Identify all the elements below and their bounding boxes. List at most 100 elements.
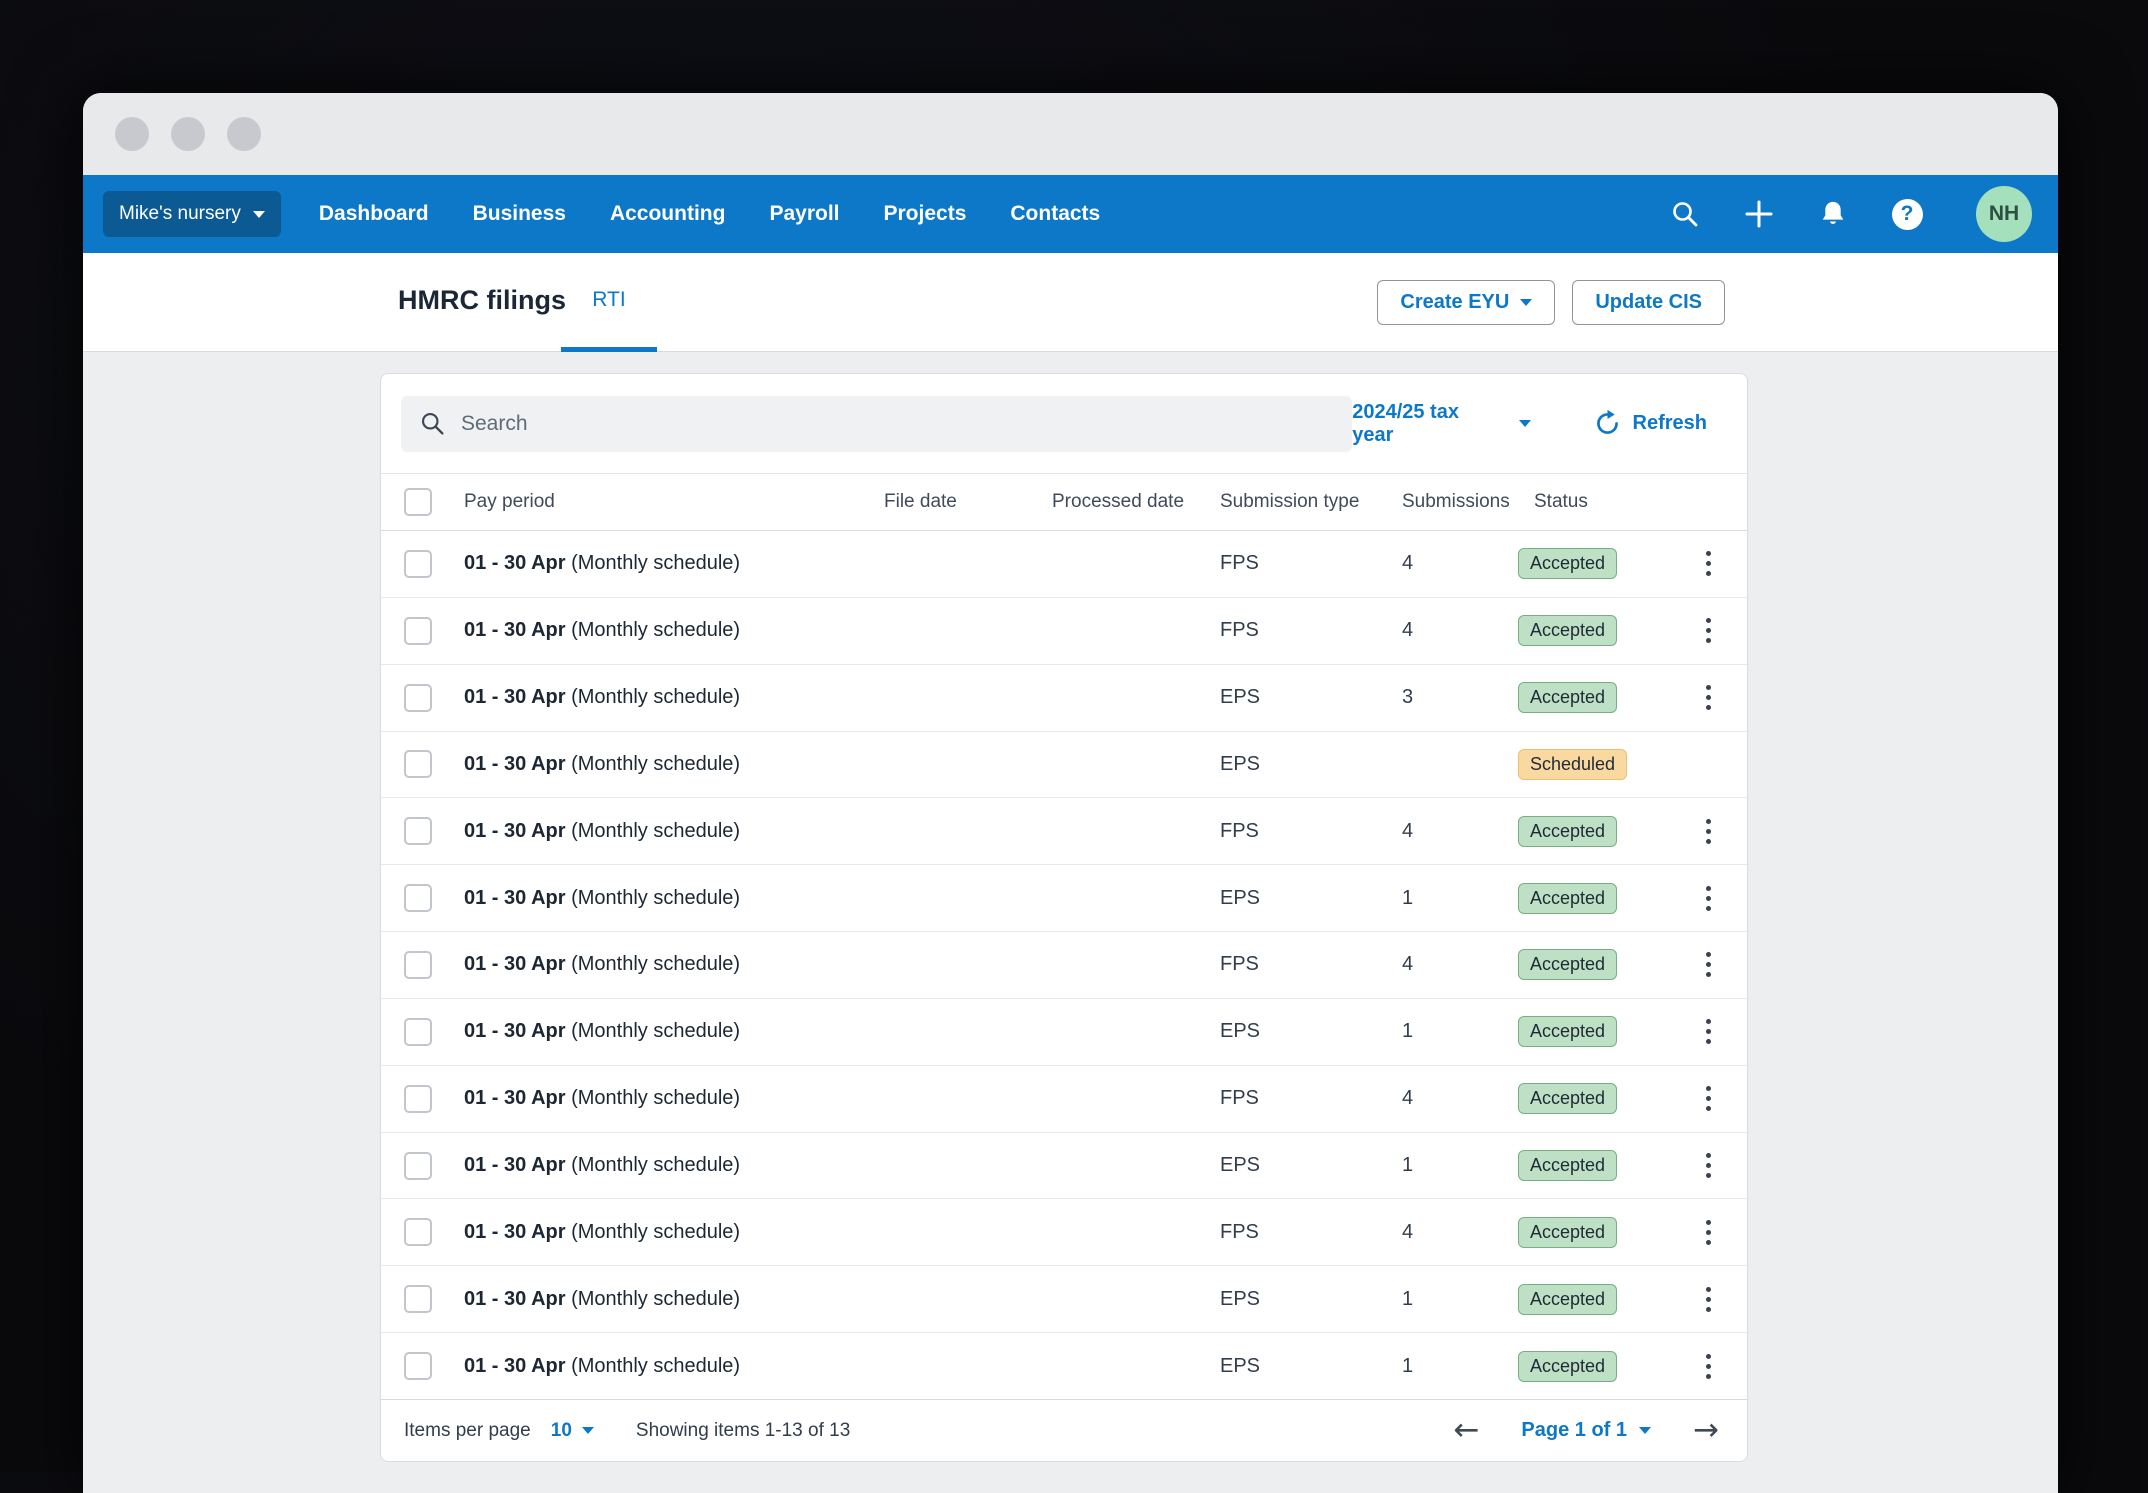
page-title: HMRC filings [398,285,566,315]
table-row: 01 - 30 Apr (Monthly schedule) EPS 1 Acc… [381,1332,1747,1399]
nav-item-payroll[interactable]: Payroll [769,202,840,225]
row-menu-button[interactable] [1699,1080,1717,1117]
nav-item-dashboard[interactable]: Dashboard [318,202,429,225]
pay-period-cell[interactable]: 01 - 30 Apr (Monthly schedule) [464,886,741,909]
window-minimize-button[interactable] [171,117,205,151]
row-checkbox[interactable] [404,1218,432,1247]
org-switcher-button[interactable]: Mike's nursery [103,191,281,237]
row-menu-button[interactable] [1699,679,1717,716]
row-menu-button[interactable] [1699,946,1717,983]
row-checkbox[interactable] [404,1285,432,1314]
submission-type-cell: EPS [1220,1354,1261,1377]
pay-period-cell[interactable]: 01 - 30 Apr (Monthly schedule) [464,752,741,775]
row-checkbox[interactable] [404,1352,432,1381]
nav-item-accounting[interactable]: Accounting [609,202,726,225]
table-row: 01 - 30 Apr (Monthly schedule) EPS 1 Acc… [381,997,1747,1065]
row-menu-button[interactable] [1699,612,1717,649]
pay-period-cell[interactable]: 01 - 30 Apr (Monthly schedule) [464,953,741,976]
pay-period-cell[interactable]: 01 - 30 Apr (Monthly schedule) [464,819,741,842]
search-input[interactable]: Search [401,395,1353,452]
status-badge: Accepted [1518,1150,1618,1182]
row-checkbox[interactable] [404,616,432,645]
status-badge: Accepted [1518,1016,1618,1048]
pay-period-cell[interactable]: 01 - 30 Apr (Monthly schedule) [464,619,741,642]
submission-type-cell: FPS [1220,619,1259,642]
notifications-icon[interactable] [1816,197,1850,231]
table-row: 01 - 30 Apr (Monthly schedule) FPS 4 Acc… [381,1064,1747,1132]
chevron-down-icon [252,210,265,218]
row-checkbox[interactable] [404,884,432,913]
row-menu-button[interactable] [1699,545,1717,582]
search-placeholder: Search [461,411,528,435]
nav-item-business[interactable]: Business [472,202,566,225]
table-toolbar: Search 2024/25 tax year Refresh [381,374,1747,474]
submission-type-cell: EPS [1220,686,1261,709]
nav-item-projects[interactable]: Projects [883,202,967,225]
table-row: 01 - 30 Apr (Monthly schedule) FPS 4 Acc… [381,931,1747,998]
help-icon[interactable]: ? [1890,197,1924,231]
next-page-button[interactable]: → [1693,1412,1719,1448]
row-checkbox[interactable] [404,549,432,578]
row-menu-button[interactable] [1699,1348,1717,1385]
row-menu-button[interactable] [1699,1147,1717,1184]
items-per-page-select[interactable]: 10 [551,1420,594,1442]
row-menu-button[interactable] [1699,1214,1717,1251]
nav-item-contacts[interactable]: Contacts [1010,202,1101,225]
tab-rti[interactable]: RTI [561,253,657,352]
col-submissions: Submissions [1402,491,1510,512]
row-menu-button[interactable] [1699,880,1717,917]
col-pay-period: Pay period [464,491,555,512]
submissions-cell: 1 [1402,1020,1414,1043]
pay-period-cell[interactable]: 01 - 30 Apr (Monthly schedule) [464,1087,741,1110]
row-checkbox[interactable] [404,817,432,846]
row-checkbox[interactable] [404,1017,432,1046]
submission-type-cell: EPS [1220,1020,1261,1043]
row-checkbox[interactable] [404,950,432,979]
window-close-button[interactable] [115,117,149,151]
table-row: 01 - 30 Apr (Monthly schedule) EPS 1 Acc… [381,1131,1747,1199]
pay-period-cell[interactable]: 01 - 30 Apr (Monthly schedule) [464,1020,741,1043]
row-checkbox[interactable] [404,1084,432,1113]
status-badge: Accepted [1518,815,1618,847]
status-badge: Accepted [1518,1350,1618,1382]
avatar[interactable]: NH [1976,186,2032,242]
window-zoom-button[interactable] [227,117,261,151]
select-all-checkbox[interactable] [404,488,432,516]
row-checkbox[interactable] [404,683,432,712]
page-content: Search 2024/25 tax year Refresh Pay peri… [83,352,2058,1493]
submission-type-cell: FPS [1220,1220,1259,1243]
table-body: 01 - 30 Apr (Monthly schedule) FPS 4 Acc… [381,531,1747,1399]
pay-period-cell[interactable]: 01 - 30 Apr (Monthly schedule) [464,1354,741,1377]
submission-type-cell: FPS [1220,819,1259,842]
submissions-cell: 4 [1402,1087,1414,1110]
chevron-down-icon [1520,299,1533,306]
pay-period-cell[interactable]: 01 - 30 Apr (Monthly schedule) [464,552,741,575]
pay-period-cell[interactable]: 01 - 30 Apr (Monthly schedule) [464,686,741,709]
row-checkbox[interactable] [404,1151,432,1180]
row-menu-button[interactable] [1699,813,1717,850]
tax-year-select[interactable]: 2024/25 tax year [1352,401,1531,447]
pay-period-cell[interactable]: 01 - 30 Apr (Monthly schedule) [464,1154,741,1177]
update-cis-button[interactable]: Update CIS [1572,280,1725,325]
status-badge: Accepted [1518,1216,1618,1248]
table-row: 01 - 30 Apr (Monthly schedule) FPS 4 Acc… [381,797,1747,864]
previous-page-button[interactable]: ← [1453,1412,1480,1448]
add-icon[interactable] [1742,197,1776,231]
search-icon[interactable] [1668,197,1702,231]
row-checkbox[interactable] [404,750,432,779]
page-select[interactable]: Page 1 of 1 [1521,1419,1652,1442]
status-badge: Accepted [1518,615,1618,647]
pay-period-cell[interactable]: 01 - 30 Apr (Monthly schedule) [464,1287,741,1310]
items-per-page-label: Items per page [404,1419,531,1441]
row-menu-button[interactable] [1699,1013,1717,1050]
table-row: 01 - 30 Apr (Monthly schedule) FPS 4 Acc… [381,1198,1747,1265]
table-row: 01 - 30 Apr (Monthly schedule) FPS 4 Acc… [381,596,1747,664]
refresh-button[interactable]: Refresh [1593,409,1707,438]
showing-items-text: Showing items 1-13 of 13 [635,1419,851,1441]
create-eyu-button[interactable]: Create EYU [1377,280,1556,325]
pay-period-cell[interactable]: 01 - 30 Apr (Monthly schedule) [464,1220,741,1243]
table-row: 01 - 30 Apr (Monthly schedule) FPS 4 Acc… [381,531,1747,597]
row-menu-button[interactable] [1699,1281,1717,1318]
table-row: 01 - 30 Apr (Monthly schedule) EPS 3 Acc… [381,663,1747,731]
page-header: HMRC filings RTI Create EYU Update CIS [83,253,2058,352]
